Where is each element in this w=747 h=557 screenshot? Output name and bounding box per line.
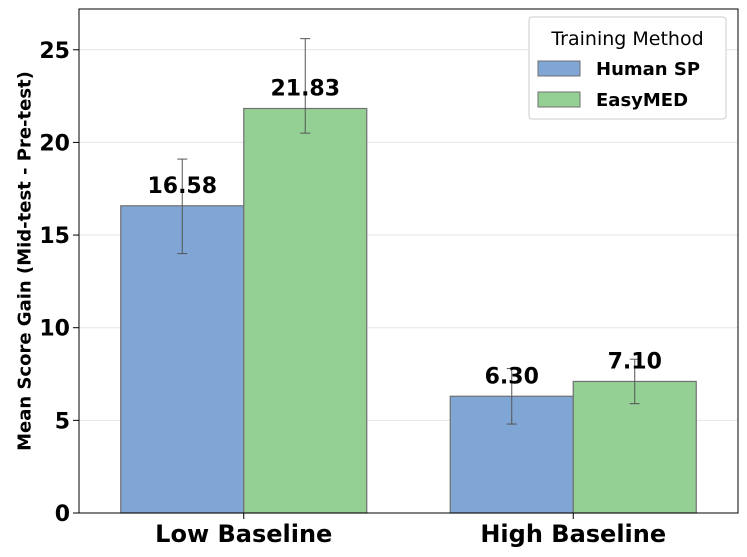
- data-label: 7.10: [608, 349, 662, 374]
- legend-label: EasyMED: [596, 90, 688, 111]
- error-bar: [629, 358, 640, 405]
- bar: [120, 205, 245, 514]
- y-tick-label: 0: [55, 502, 70, 527]
- legend-swatch: [537, 60, 581, 77]
- legend-label: Human SP: [596, 59, 700, 80]
- y-tick-label: 20: [39, 131, 70, 156]
- bars: [120, 107, 697, 514]
- legend-swatch: [537, 91, 581, 108]
- x-axis-ticks: Low Baseline High Baseline: [155, 513, 666, 548]
- y-tick-label: 10: [39, 317, 70, 342]
- y-tick-label: 15: [39, 224, 70, 249]
- y-tick-label: 25: [39, 39, 70, 64]
- data-label: 6.30: [485, 364, 539, 389]
- y-axis-ticks: 0 5 10 15 20 25: [39, 39, 79, 527]
- x-tick-label: Low Baseline: [155, 520, 332, 548]
- error-bar: [506, 367, 517, 425]
- error-bar: [300, 38, 311, 134]
- y-axis-label: Mean Score Gain (Mid-test - Pre-test): [14, 71, 35, 451]
- data-labels: 16.58 21.83 6.30 7.10: [147, 77, 661, 390]
- error-bar: [177, 158, 188, 255]
- plot-area: [78, 8, 739, 514]
- data-label: 21.83: [270, 77, 340, 102]
- bar: [243, 107, 368, 514]
- legend-item: EasyMED: [537, 90, 688, 111]
- legend-item: Human SP: [537, 59, 700, 80]
- y-tick-label: 5: [55, 409, 70, 434]
- error-bars: [177, 38, 640, 425]
- x-tick-label: High Baseline: [480, 520, 666, 548]
- data-label: 16.58: [147, 174, 217, 199]
- legend-title: Training Method: [550, 28, 703, 50]
- legend: Training Method Human SP EasyMED: [528, 16, 727, 120]
